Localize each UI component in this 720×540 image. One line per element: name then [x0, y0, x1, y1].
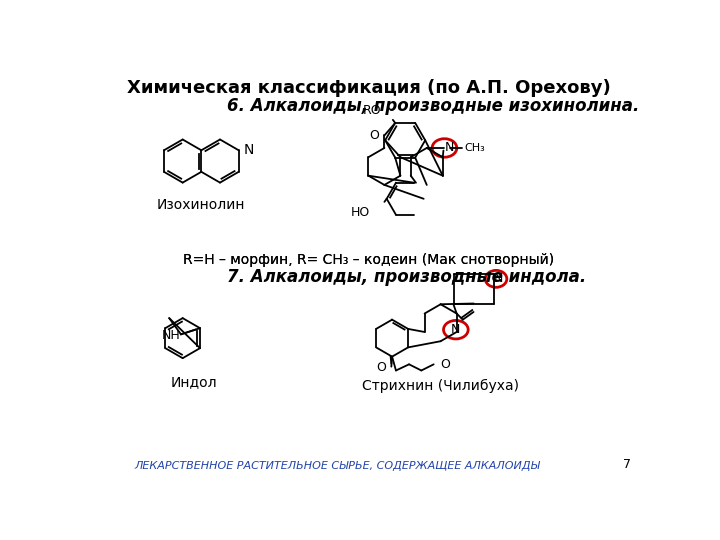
Text: RO: RO [363, 104, 382, 117]
Text: N: N [451, 323, 460, 336]
Text: Химическая классификация (по А.П. Орехову): Химическая классификация (по А.П. Орехов… [127, 79, 611, 97]
Text: 7. Алкалоиды, производные индола.: 7. Алкалоиды, производные индола. [227, 268, 586, 286]
Text: ЛЕКАРСТВЕННОЕ РАСТИТЕЛЬНОЕ СЫРЬЕ, СОДЕРЖАЩЕЕ АЛКАЛОИДЫ: ЛЕКАРСТВЕННОЕ РАСТИТЕЛЬНОЕ СЫРЬЕ, СОДЕРЖ… [134, 461, 540, 471]
Text: CH₃: CH₃ [464, 143, 485, 153]
Text: O: O [440, 358, 450, 371]
Text: N: N [445, 141, 454, 154]
Text: HO: HO [351, 206, 370, 219]
Text: Стрихнин (Чилибуха): Стрихнин (Чилибуха) [362, 379, 519, 393]
Text: R=H – морфин, R= CH₃ – кодеин (Мак снотворный): R=H – морфин, R= CH₃ – кодеин (Мак снотв… [184, 253, 554, 267]
Text: O: O [376, 361, 386, 374]
Text: O: O [369, 129, 379, 142]
Text: N: N [494, 272, 503, 285]
Text: Изохинолин: Изохинолин [157, 198, 246, 212]
Text: 6. Алкалоиды, производные изохинолина.: 6. Алкалоиды, производные изохинолина. [227, 97, 639, 115]
Text: R=H – морфин, R= CH₃ – кодеин (Мак снотворный): R=H – морфин, R= CH₃ – кодеин (Мак снотв… [184, 253, 554, 267]
Text: 7: 7 [623, 458, 631, 471]
Text: Индол: Индол [171, 375, 217, 389]
Text: N: N [244, 143, 254, 157]
Text: NH: NH [161, 329, 180, 342]
